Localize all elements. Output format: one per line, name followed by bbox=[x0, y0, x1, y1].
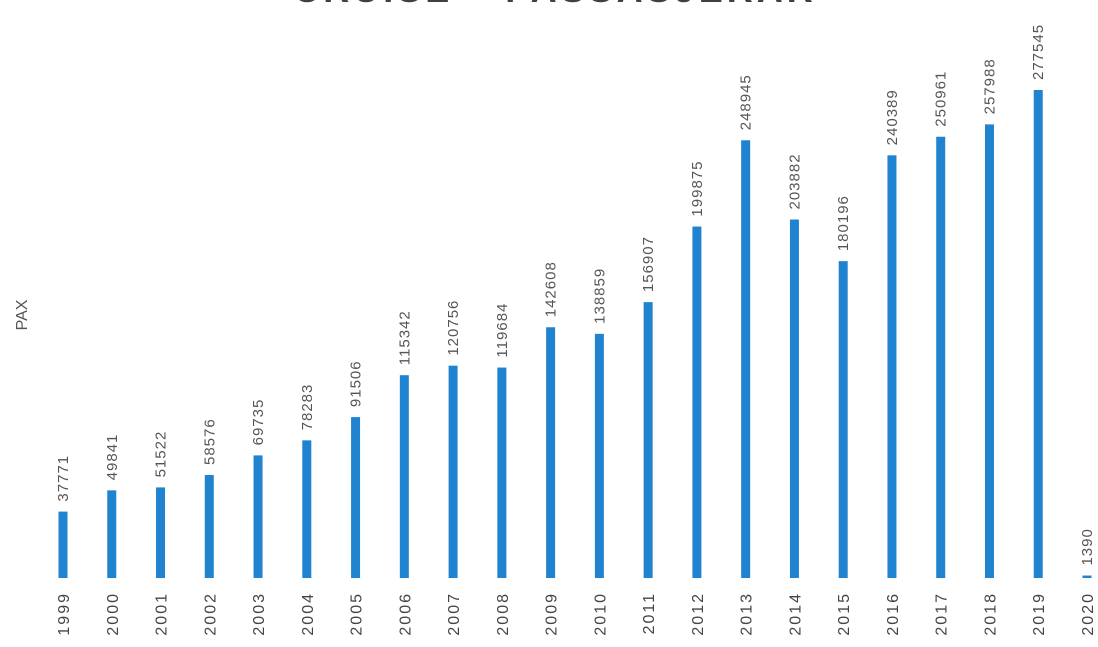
data-label: 199875 bbox=[689, 161, 706, 217]
x-tick-label: 2012 bbox=[690, 592, 707, 636]
bar bbox=[594, 333, 604, 578]
data-label: 250961 bbox=[933, 71, 950, 127]
bar bbox=[546, 327, 556, 578]
data-label: 248945 bbox=[738, 74, 755, 130]
bar bbox=[789, 219, 799, 578]
x-tick-label: 2019 bbox=[1031, 592, 1048, 636]
x-tick-label: 2002 bbox=[202, 592, 219, 636]
data-label: 203882 bbox=[786, 153, 803, 209]
chart-title: CRUISE – PASSASJERAR bbox=[293, 0, 816, 10]
bar bbox=[351, 417, 361, 578]
bar bbox=[643, 302, 653, 578]
data-label: 240389 bbox=[884, 89, 901, 145]
bar bbox=[887, 155, 897, 578]
bar bbox=[156, 487, 166, 578]
x-tick-label: 1999 bbox=[56, 592, 73, 636]
x-tick-label: 2011 bbox=[641, 592, 658, 634]
y-axis-label: PAX bbox=[14, 299, 31, 330]
data-label: 120756 bbox=[445, 300, 462, 356]
data-label: 91506 bbox=[348, 360, 365, 407]
bar bbox=[302, 440, 312, 578]
x-tick-label: 2009 bbox=[544, 592, 561, 636]
bar bbox=[107, 490, 117, 578]
bar bbox=[936, 136, 946, 578]
data-label: 115342 bbox=[396, 310, 413, 365]
data-label: 1390 bbox=[1079, 528, 1096, 565]
data-label: 37771 bbox=[55, 455, 72, 502]
data-label: 180196 bbox=[835, 195, 852, 251]
data-label: 78283 bbox=[299, 384, 316, 431]
data-label: 119684 bbox=[494, 303, 511, 358]
x-tick-label: 2017 bbox=[934, 592, 951, 636]
x-tick-label: 2007 bbox=[446, 592, 463, 636]
x-tick-label: 2015 bbox=[836, 592, 853, 636]
x-tick-label: 2006 bbox=[397, 592, 414, 636]
x-tick-label: 2001 bbox=[154, 592, 171, 636]
x-tick-label: 2010 bbox=[592, 592, 609, 636]
x-tick-label: 2005 bbox=[349, 592, 366, 636]
x-tick-label: 2016 bbox=[885, 592, 902, 636]
x-tick-label: 2004 bbox=[300, 592, 317, 636]
bar bbox=[204, 475, 214, 578]
x-tick-label: 2013 bbox=[739, 592, 756, 636]
data-label: 49841 bbox=[104, 434, 121, 481]
bar bbox=[448, 365, 458, 578]
data-label: 142608 bbox=[543, 261, 560, 317]
data-label: 51522 bbox=[153, 431, 170, 478]
data-label: 58576 bbox=[201, 418, 218, 465]
data-label: 156907 bbox=[640, 236, 657, 292]
bar bbox=[838, 261, 848, 578]
bar bbox=[1033, 90, 1043, 578]
x-tick-label: 2008 bbox=[495, 592, 512, 636]
data-label: 138859 bbox=[591, 268, 608, 324]
bar bbox=[497, 367, 507, 578]
bar bbox=[58, 511, 68, 578]
bar bbox=[1082, 575, 1092, 578]
data-label: 277545 bbox=[1030, 24, 1047, 80]
x-tick-label: 2018 bbox=[982, 592, 999, 636]
bar bbox=[692, 226, 702, 578]
bar bbox=[399, 375, 409, 578]
data-label: 257988 bbox=[981, 58, 998, 114]
bar bbox=[253, 455, 263, 578]
bar bbox=[741, 140, 751, 578]
x-tick-label: 2014 bbox=[787, 592, 804, 636]
x-tick-label: 2000 bbox=[105, 592, 122, 636]
x-tick-label: 2003 bbox=[251, 592, 268, 636]
x-tick-label: 2020 bbox=[1080, 592, 1097, 636]
bar bbox=[984, 124, 994, 579]
data-label: 69735 bbox=[250, 399, 267, 446]
